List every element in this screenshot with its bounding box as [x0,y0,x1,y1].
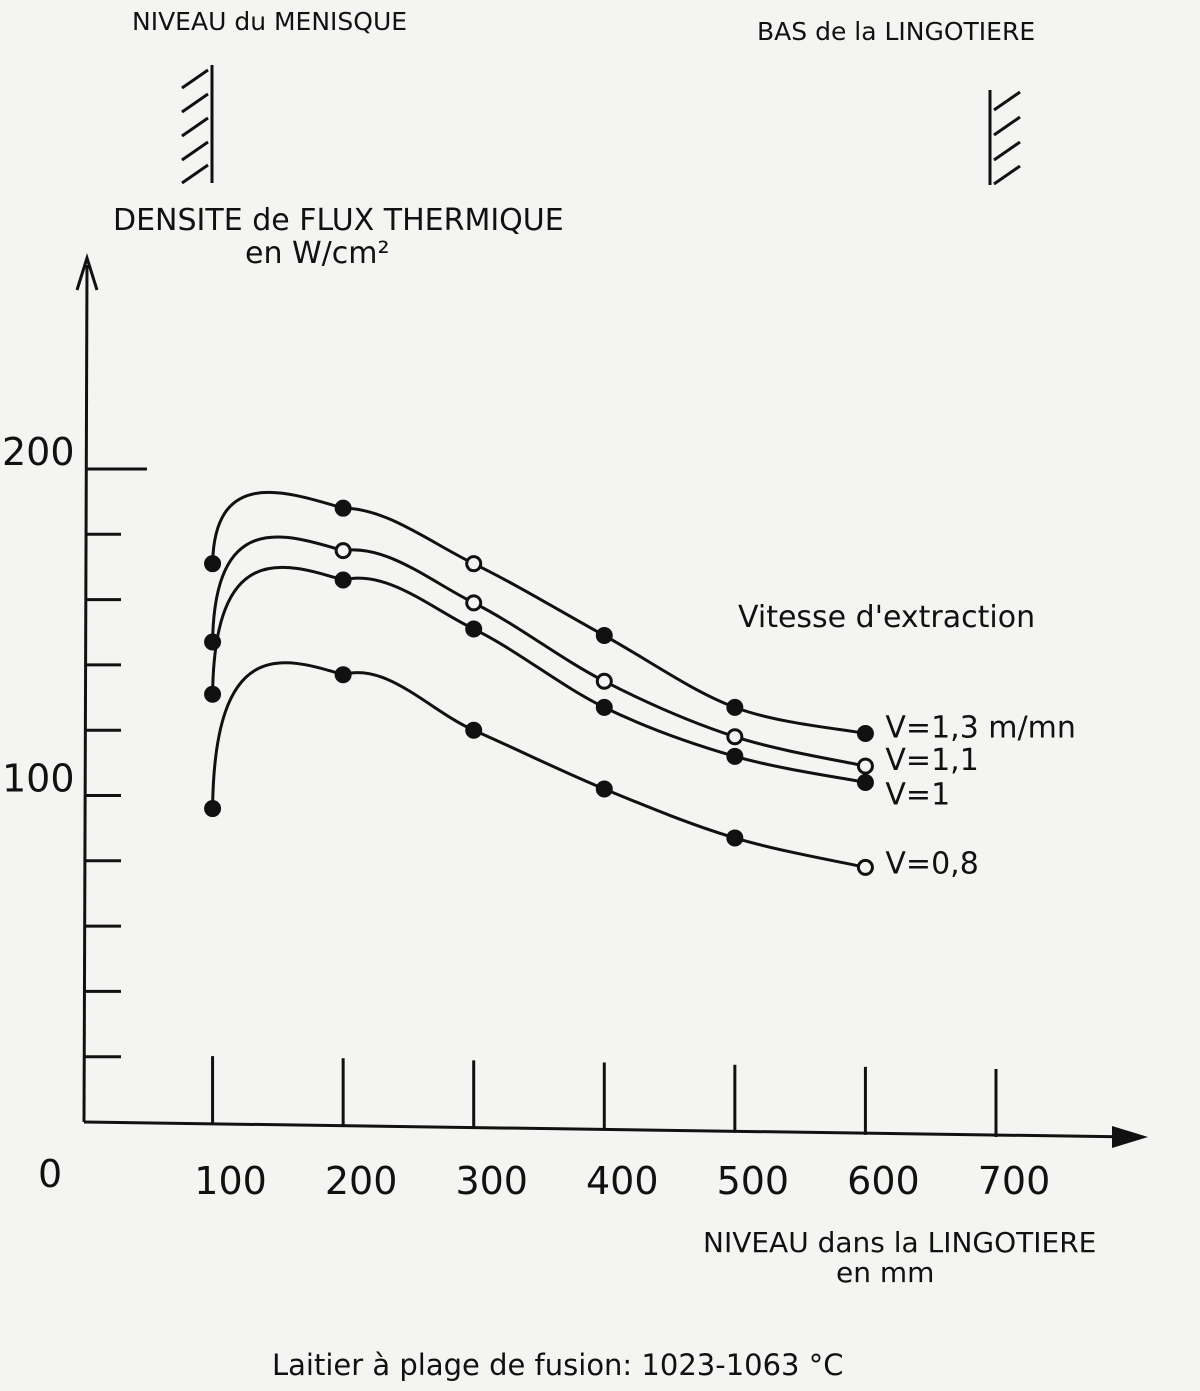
x-axis [83,1120,1136,1139]
x-tick-label-400: 400 [586,1159,659,1203]
data-point-s2-300 [465,620,483,638]
data-point-s0-600 [856,724,874,742]
data-point-s1-400 [595,672,613,690]
meniscus-hatch-icon [181,65,214,185]
x-axis-arrow [1112,1126,1148,1148]
y-tick-label-100: 100 [2,757,75,801]
data-point-s3-400 [595,780,613,798]
x-tick-label-700: 700 [978,1159,1051,1203]
series-label-3: V=0,8 [885,846,978,881]
data-point-s1-500 [726,728,744,746]
legend-title: Vitesse d'extraction [738,600,1035,635]
top-label-mold-bottom: BAS de la LINGOTIERE [757,17,1035,46]
data-point-s3-500 [726,829,744,847]
data-point-s2-600 [856,773,874,791]
series-label-1: V=1,1 [885,743,978,778]
data-point-s2-400 [595,698,613,716]
x-axis-unit: en mm [836,1256,934,1289]
data-point-s1-300 [465,594,483,612]
y-axis [82,264,89,1123]
origin-label: 0 [38,1152,62,1196]
data-point-s0-200 [334,499,352,517]
x-axis-title: NIVEAU dans la LINGOTIERE [703,1226,1096,1259]
top-label-meniscus: NIVEAU du MENISQUE [132,7,407,36]
data-point-s1-600 [856,757,874,775]
data-point-s3-300 [465,721,483,739]
data-point-s0-100 [204,555,222,573]
data-point-s3-600 [856,858,874,876]
data-point-s2-100 [204,685,222,703]
y-axis-unit: en W/cm² [245,236,390,271]
data-point-s0-400 [595,627,613,645]
x-tick-label-600: 600 [847,1159,920,1203]
y-axis-title: DENSITE de FLUX THERMIQUE [113,203,564,238]
x-tick-label-100: 100 [194,1159,267,1203]
data-point-s2-500 [726,747,744,765]
y-tick-label-200: 200 [2,430,75,474]
series-label-0: V=1,3 m/mn [885,710,1075,745]
x-tick-label-500: 500 [717,1159,790,1203]
data-point-s1-200 [334,542,352,560]
y-axis-arrow [75,252,99,291]
data-point-s0-300 [465,555,483,573]
x-tick-label-300: 300 [455,1159,528,1203]
series-label-2: V=1 [885,777,950,812]
data-point-s3-200 [334,666,352,684]
data-point-s0-500 [726,698,744,716]
data-point-s3-100 [204,800,222,818]
data-point-s2-200 [334,571,352,589]
x-tick-label-200: 200 [325,1159,398,1203]
chart-caption: Laitier à plage de fusion: 1023-1063 °C [272,1348,843,1382]
mold-bottom-hatch-icon [988,90,1021,186]
